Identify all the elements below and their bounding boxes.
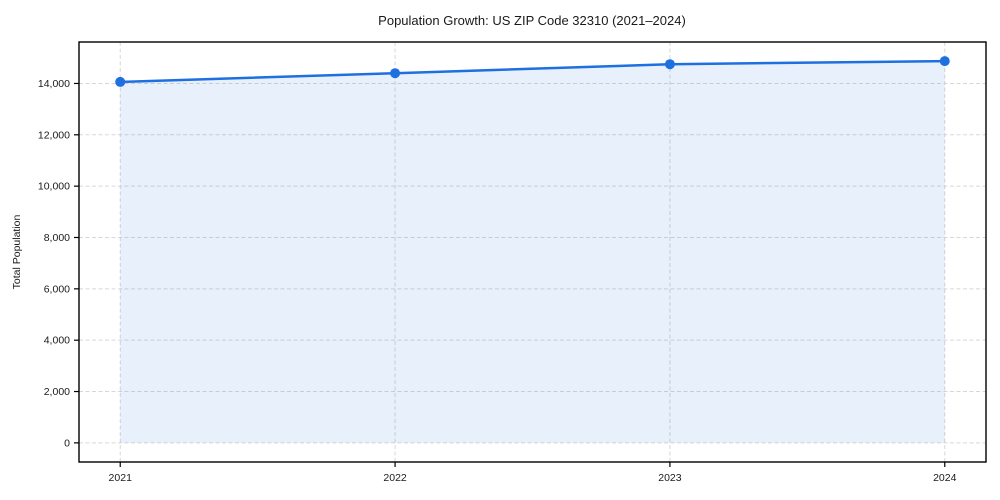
y-tick-label: 10,000 <box>38 181 70 193</box>
data-point-marker <box>664 59 675 70</box>
tick-layer: 2021 2022 2023 2024 0 2,000 4,000 6,000 8,000 10,… <box>38 78 957 484</box>
grid-layer <box>79 42 986 462</box>
spine-layer <box>78 41 987 463</box>
y-tick-label: 8,000 <box>44 232 70 244</box>
y-tick-label: 4,000 <box>44 335 70 347</box>
y-tick-label: 12,000 <box>38 129 70 141</box>
plot-border <box>78 41 987 463</box>
x-tick-label: 2023 <box>658 472 682 484</box>
series-area-fill <box>120 61 945 443</box>
y-tick-label: 0 <box>64 437 70 449</box>
y-tick-label: 6,000 <box>44 283 70 295</box>
y-tick-label: 14,000 <box>38 78 70 90</box>
y-axis-label: Total Population <box>11 214 23 289</box>
data-point-marker <box>390 68 401 79</box>
x-tick-label: 2022 <box>383 472 407 484</box>
y-tick-label: 2,000 <box>44 386 70 398</box>
chart-title: Population Growth: US ZIP Code 32310 (20… <box>378 13 686 28</box>
data-point-marker <box>939 56 950 67</box>
area-layer <box>120 61 945 443</box>
data-point-marker <box>115 76 126 87</box>
line-layer <box>118 59 947 84</box>
marker-layer <box>115 56 950 87</box>
x-tick-label: 2021 <box>109 472 133 484</box>
x-tick-label: 2024 <box>933 472 957 484</box>
series-line <box>118 59 947 84</box>
